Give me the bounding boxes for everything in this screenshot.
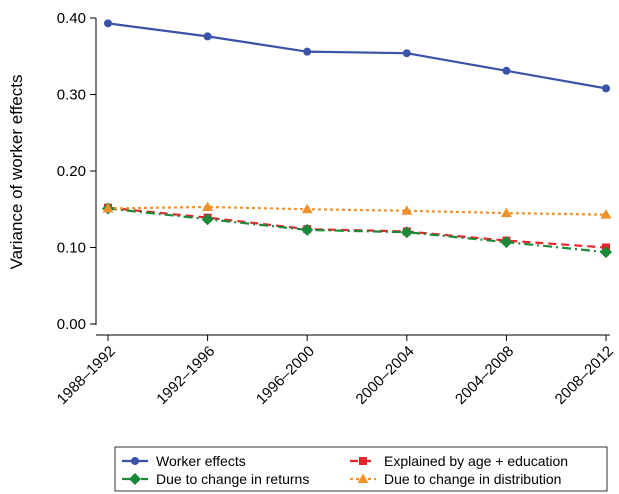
y-axis-title: Variance of worker effects [7,75,26,270]
data-point-worker-effects [303,47,312,56]
legend-label: Explained by age + education [384,453,568,469]
data-point-worker-effects [602,84,610,93]
legend-item-explained-by-age-education: Explained by age + education [350,453,568,469]
legend: Worker effects Due to change in returns Ex… [114,446,608,492]
plot-area: 0.000.100.200.300.40 1988–1992 1992–1996 1… [54,10,617,408]
series-due-to-change-in-returns [102,202,612,259]
legend-item-worker-effects: Worker effects [122,453,246,469]
series-line-due-to-change-in-returns [107,207,607,254]
data-point-due-to-change-in-returns [400,226,413,239]
legend-box [114,446,608,492]
data-point-due-to-change-in-distribution [401,205,413,215]
data-point-due-to-change-in-returns [201,213,214,226]
data-point-due-to-change-in-distribution [500,207,512,218]
legend-swatch-marker [357,473,369,483]
y-tick-label: 0.10 [57,240,86,257]
data-point-due-to-change-in-returns [500,236,513,249]
x-tick-label: 1988–1992 [54,343,119,408]
x-tick-label: 1992–1996 [153,343,218,408]
x-tick-label: 2008–2012 [552,343,617,408]
data-point-due-to-change-in-distribution [301,203,313,214]
series-line-worker-effects [107,22,607,90]
y-tick-label: 0.20 [57,163,86,180]
data-point-due-to-change-in-distribution [202,201,214,211]
series-due-to-change-in-distribution [102,201,612,219]
legend-label: Worker effects [156,453,246,469]
x-axis-ticks: 1988–1992 1992–1996 1996–2000 2000–2004 2004… [54,335,617,408]
legend-items: Worker effects Due to change in returns Ex… [122,453,568,487]
y-axis-ticks: 0.00 0.10 0.20 0.30 0.40 [57,10,96,333]
x-tick-label: 2004–2008 [452,343,517,408]
legend-label: Due to change in returns [156,471,309,487]
legend-swatch-marker [131,457,139,465]
series-layer [102,19,612,259]
y-tick-label: 0.00 [57,316,86,333]
legend-item-due-to-change-in-returns: Due to change in returns [122,471,309,487]
data-point-worker-effects [502,66,511,75]
data-point-due-to-change-in-returns [600,246,612,259]
legend-item-due-to-change-in-distribution: Due to change in distribution [350,471,561,487]
data-point-worker-effects [203,32,212,41]
data-point-due-to-change-in-distribution [102,202,114,213]
series-worker-effects [104,19,610,93]
data-point-due-to-change-in-returns [301,223,314,236]
legend-label: Due to change in distribution [384,471,561,487]
y-tick-label: 0.40 [57,10,86,27]
legend-swatch-marker [129,473,141,485]
series-line-due-to-change-in-distribution [107,205,607,216]
y-tick-label: 0.30 [57,87,86,104]
data-point-worker-effects [104,19,112,28]
series-line-explained-by-age-education [107,206,607,249]
series-explained-by-age-education [104,203,610,252]
x-tick-label: 1996–2000 [253,343,318,408]
data-point-worker-effects [402,49,411,58]
legend-swatch-marker [359,457,367,465]
data-point-due-to-change-in-distribution [600,209,612,219]
x-tick-label: 2000–2004 [353,343,418,408]
